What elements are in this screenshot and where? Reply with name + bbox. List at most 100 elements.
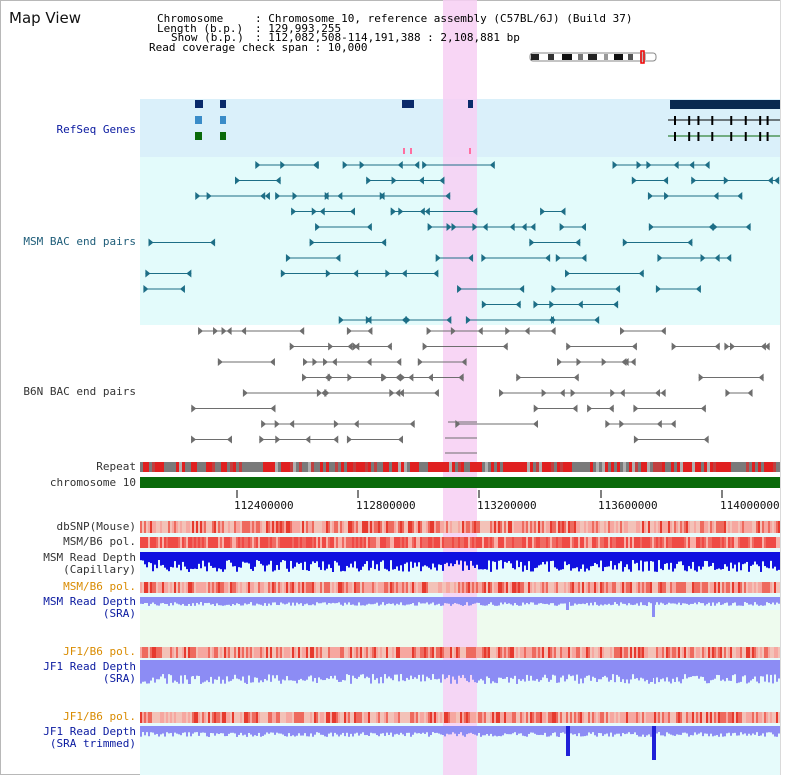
track-label-b6n-bac[interactable]: B6N BAC end pairs (23, 385, 136, 398)
repeat-block (347, 462, 350, 472)
jf1-b6-pol-cell (554, 712, 556, 723)
msm-b6-pol-cell (208, 582, 210, 593)
msm-sra-depth-bar (342, 597, 344, 606)
msm-b6-pol-cell (434, 582, 436, 593)
dbsnp-cell (336, 521, 338, 533)
msm-bac-pair-end (691, 176, 697, 185)
msm-b6-pol-cell (260, 582, 262, 593)
jf1-trimmed-depth-bar (564, 726, 566, 734)
track-label-msm-depth-capillary[interactable]: MSM Read Depth (43, 551, 136, 564)
dbsnp-cell (346, 521, 348, 533)
jf1-sra-depth-bar (330, 660, 332, 676)
jf1-trimmed-depth-bar (608, 726, 610, 737)
dbsnp-cell (702, 521, 704, 533)
msm-capillary-depth-bar (564, 552, 566, 562)
msm-bac-pair-end (337, 192, 343, 200)
jf1-b6-pol-cell (348, 712, 350, 723)
msm-capillary-depth-bar (248, 552, 250, 564)
track-label-refseq[interactable]: RefSeq Genes (56, 123, 136, 136)
msm-capillary-depth-bar (354, 552, 356, 562)
track-label-jf1-b6-pol-2[interactable]: JF1/B6 pol. (63, 710, 136, 723)
track-label-msm-b6-pol-2[interactable]: MSM/B6 pol. (63, 580, 136, 593)
msm-b6-pol-cell (414, 537, 416, 548)
jf1-sra-depth-bar (638, 660, 640, 681)
tracks-canvas[interactable] (140, 0, 782, 775)
msm-b6-pol-cell (262, 537, 264, 548)
msm-b6-pol-cell (442, 582, 444, 593)
msm-capillary-depth-bar (412, 552, 414, 568)
msm-sra-depth-bar (300, 597, 302, 604)
dbsnp-cell (392, 521, 394, 533)
repeat-block (563, 462, 566, 472)
msm-capillary-depth-bar (688, 552, 690, 567)
jf1-b6-pol-cell (668, 712, 670, 723)
msm-sra-depth-bar (298, 597, 300, 605)
msm-sra-depth-bar (160, 597, 162, 604)
track-label-jf1-depth-trimmed[interactable]: JF1 Read Depth (43, 725, 136, 738)
jf1-b6-pol-cell (400, 712, 402, 723)
msm-capillary-depth-bar (720, 552, 722, 570)
jf1-sra-depth-bar (312, 660, 314, 682)
track-area[interactable] (140, 0, 782, 775)
track-label-repeat[interactable]: Repeat (96, 460, 136, 473)
chromosome-ideogram[interactable] (528, 50, 660, 64)
jf1-b6-pol-cell (658, 647, 660, 658)
dbsnp-cell (292, 521, 294, 533)
track-label-msm-bac[interactable]: MSM BAC end pairs (23, 235, 136, 248)
dbsnp-cell (444, 521, 446, 533)
track-label-dbsnp[interactable]: dbSNP(Mouse) (56, 520, 136, 533)
track-label-jf1-depth-sra[interactable]: JF1 Read Depth (43, 660, 136, 673)
msm-b6-pol-cell (700, 582, 702, 593)
jf1-trimmed-depth-bar (530, 726, 532, 733)
jf1-trimmed-depth-bar (482, 726, 484, 736)
dbsnp-cell (234, 521, 236, 533)
repeat-block (431, 462, 434, 472)
dbsnp-cell (178, 521, 180, 533)
msm-sra-depth-bar (372, 597, 374, 605)
jf1-trimmed-depth-bar (306, 726, 308, 737)
msm-b6-pol-cell (278, 537, 280, 548)
jf1-b6-pol-cell (654, 647, 656, 658)
msm-sra-depth-bar (296, 597, 298, 603)
msm-b6-pol-cell (768, 582, 770, 593)
track-label-msm-b6-pol[interactable]: MSM/B6 pol. (63, 535, 136, 548)
jf1-b6-pol-cell (506, 712, 508, 723)
dbsnp-cell (140, 521, 142, 533)
msm-b6-pol-cell (520, 537, 522, 548)
msm-capillary-depth-bar (542, 552, 544, 562)
track-label-jf1-b6-pol[interactable]: JF1/B6 pol. (63, 645, 136, 658)
jf1-trimmed-depth-bar (506, 726, 508, 735)
msm-capillary-depth-bar (434, 552, 436, 568)
msm-sra-depth-bar (452, 597, 454, 605)
jf1-b6-pol-cell (158, 647, 160, 658)
jf1-sra-depth-bar (222, 660, 224, 680)
jf1-b6-pol-cell (506, 647, 508, 658)
msm-bac-pair-end (457, 285, 463, 293)
msm-sra-depth-bar (278, 597, 280, 606)
msm-b6-pol-cell (198, 582, 200, 593)
jf1-sra-depth-bar (214, 660, 216, 680)
track-label-msm-depth-sra[interactable]: MSM Read Depth (43, 595, 136, 608)
jf1-b6-pol-cell (260, 712, 262, 723)
dbsnp-cell (680, 521, 682, 533)
b6n-bac-pair-end (601, 358, 607, 366)
repeat-block (638, 462, 641, 472)
repeat-block (371, 462, 374, 472)
jf1-trimmed-depth-bar (582, 726, 584, 737)
jf1-b6-pol-cell (330, 647, 332, 658)
msm-sra-depth-bar (346, 597, 348, 605)
jf1-b6-pol-cell (292, 712, 294, 723)
msm-b6-pol-cell (438, 537, 440, 548)
b6n-bac-pair-end (316, 389, 322, 397)
jf1-b6-pol-cell (216, 647, 218, 658)
dbsnp-cell (644, 521, 646, 533)
dbsnp-cell (426, 521, 428, 533)
b6n-bac-pair-end (559, 389, 565, 397)
msm-sra-depth-bar (458, 597, 460, 605)
msm-b6-pol-cell (412, 537, 414, 548)
jf1-sra-depth-bar (434, 660, 436, 680)
jf1-sra-depth-bar (708, 660, 710, 684)
msm-b6-pol-cell (580, 537, 582, 548)
msm-b6-pol-cell (230, 537, 232, 548)
msm-b6-pol-cell (408, 537, 410, 548)
